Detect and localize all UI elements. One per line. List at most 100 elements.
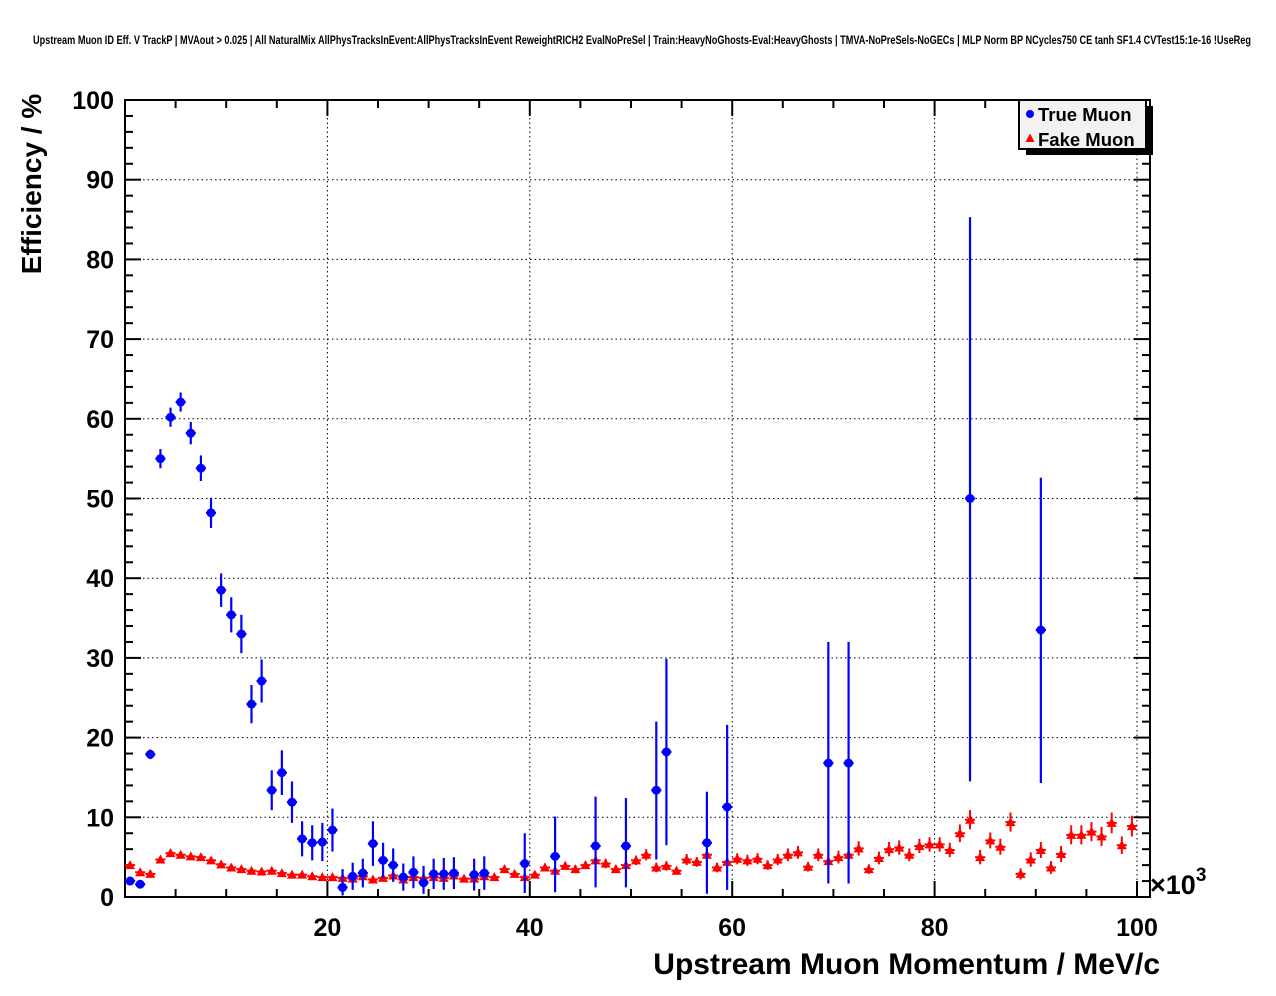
y-tick-label: 100 (72, 87, 114, 115)
fake-muon-point (499, 864, 510, 874)
fake-muon-point (712, 862, 723, 872)
fake-muon-point (276, 868, 287, 878)
fake-muon-point (772, 854, 783, 864)
fake-muon-point (884, 844, 895, 854)
true-muon-point (206, 508, 216, 518)
fake-muon-point (570, 864, 581, 874)
legend: True Muon Fake Muon (1018, 99, 1153, 155)
fake-muon-point (813, 849, 824, 859)
true-muon-point (702, 838, 712, 848)
true-muon-point (338, 882, 348, 892)
y-tick-label: 40 (86, 565, 114, 593)
fake-muon-point (135, 867, 146, 877)
y-tick-label: 10 (86, 804, 114, 832)
fake-muon-point (975, 852, 986, 862)
x-axis-exponent-base: ×10 (1150, 870, 1196, 900)
true-muon-point (247, 699, 256, 709)
y-axis-title: Efficiency / % (16, 94, 47, 275)
fake-muon-point (732, 853, 743, 863)
true-muon-point (479, 868, 489, 878)
true-muon-point (186, 428, 196, 438)
fake-muon-point (529, 869, 540, 879)
true-muon-point (378, 855, 388, 865)
fake-muon-point (246, 865, 257, 875)
fake-muon-point (580, 860, 591, 870)
y-tick-label: 60 (86, 406, 114, 434)
fake-muon-point (307, 871, 318, 881)
true-muon-point (176, 397, 186, 407)
fake-muon-point (145, 868, 156, 878)
plot-title: Upstream Muon ID Eff. V TrackP | MVAout … (33, 33, 1251, 47)
true-muon-point (388, 860, 398, 870)
fake-muon-point (762, 860, 773, 870)
fake-muon-point (1066, 829, 1077, 839)
true-muon-point (965, 494, 975, 503)
true-muon-point (277, 768, 287, 778)
true-muon-point (419, 878, 429, 888)
true-muon-point (398, 872, 408, 882)
fake-muon-point (1045, 862, 1056, 872)
true-muon-point (469, 870, 479, 880)
x-axis-exponent: ×103 (1150, 865, 1206, 900)
fake-muon-point (671, 865, 682, 875)
fake-muon-point (175, 849, 186, 859)
y-tick-label: 30 (86, 645, 114, 673)
true-muon-point (155, 454, 165, 464)
fake-muon-point (1056, 848, 1067, 858)
fake-muon-point (317, 872, 328, 882)
true-muon-point (439, 869, 449, 879)
true-muon-point (135, 879, 145, 889)
fake-muon-point (236, 864, 247, 874)
true-muon-point (1036, 625, 1046, 635)
true-muon-point (449, 868, 459, 878)
x-tick-label: 20 (313, 914, 341, 942)
fake-muon-point (792, 847, 803, 857)
fake-muon-point (1106, 817, 1117, 827)
fake-muon-point (691, 856, 702, 866)
y-tick-label: 0 (100, 884, 114, 912)
x-axis-exponent-power: 3 (1196, 865, 1207, 886)
legend-true-muon-label: True Muon (1038, 104, 1132, 125)
true-muon-point (287, 797, 297, 807)
true-muon-point (621, 841, 631, 851)
fake-muon-point (661, 860, 672, 870)
fake-muon-point (216, 859, 227, 869)
fake-muon-point (1035, 844, 1046, 854)
fake-muon-point (863, 864, 874, 874)
fake-muon-point (995, 841, 1006, 851)
fake-muon-point (934, 839, 945, 849)
fake-muon-point (226, 862, 237, 872)
fake-muon-point (944, 844, 955, 854)
fake-muon-point (1126, 821, 1137, 831)
fake-muon-point (894, 842, 905, 852)
data-layer (125, 217, 1137, 896)
fake-muon-point (266, 865, 277, 875)
fake-muon-point (327, 872, 338, 882)
fake-muon-point (185, 851, 196, 861)
fake-muon-point (489, 872, 500, 882)
fake-muon-point (651, 862, 662, 872)
x-axis-title: Upstream Muon Momentum / MeV/c (653, 948, 1160, 981)
fake-muon-point (206, 855, 217, 865)
fake-muon-point (509, 868, 520, 878)
fake-muon-point (539, 862, 550, 872)
tick-label-layer: 20 40 60 80 100 0 10 20 30 40 50 60 70 80 90 100 (72, 87, 1158, 942)
true-muon-point (297, 834, 307, 844)
true-muon-point (317, 837, 327, 847)
legend-true-muon-marker-icon (1026, 110, 1034, 118)
fake-muon-point (965, 814, 976, 824)
fake-muon-point (286, 869, 297, 879)
fake-muon-point (681, 854, 692, 864)
fake-muon-point (1025, 854, 1036, 864)
true-muon-point (196, 463, 206, 473)
true-muon-point (651, 785, 661, 795)
y-tick-label: 20 (86, 725, 114, 753)
legend-fake-muon-marker-icon (1025, 133, 1035, 142)
true-muon-point (226, 610, 236, 620)
legend-fake-muon-label: Fake Muon (1038, 129, 1135, 150)
fake-muon-point (803, 861, 814, 871)
x-tick-label: 40 (516, 914, 544, 942)
fake-muon-point (924, 839, 935, 849)
fake-muon-point (125, 860, 136, 870)
